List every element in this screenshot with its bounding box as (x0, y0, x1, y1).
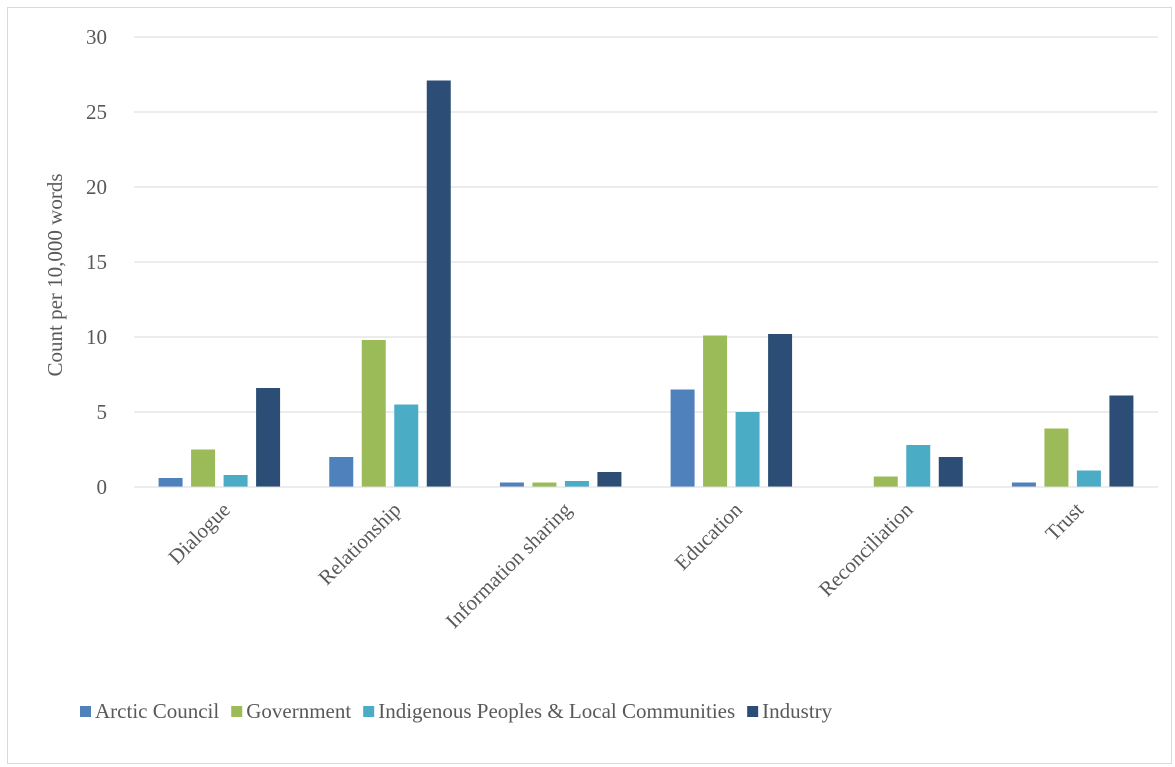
bar-1-1 (361, 340, 386, 487)
bar-5-0 (1011, 482, 1036, 487)
bar-0-3 (256, 388, 281, 487)
gridlines (134, 36, 1158, 413)
x-axis-categories: Dialogue Relationship Information sharing E… (163, 497, 1088, 633)
bar-5-1 (1044, 428, 1069, 487)
bar-3-1 (703, 335, 728, 487)
bars (158, 80, 1134, 487)
legend-swatch (363, 706, 375, 717)
y-tick-label: 0 (97, 475, 108, 499)
bar-3-3 (768, 334, 793, 487)
bar-4-1 (873, 476, 898, 487)
bar-3-2 (735, 412, 760, 487)
y-tick-label: 30 (86, 25, 107, 49)
legend-label: Indigenous Peoples & Local Communities (378, 699, 735, 723)
x-category-label: Trust (1040, 497, 1088, 545)
bar-4-2 (906, 445, 931, 487)
bar-1-3 (426, 80, 451, 487)
bar-1-0 (329, 457, 354, 487)
bar-4-3 (938, 457, 963, 487)
y-tick-label: 25 (86, 100, 107, 124)
bar-5-3 (1109, 395, 1134, 487)
y-tick-label: 5 (97, 400, 108, 424)
x-category-label: Relationship (313, 498, 405, 590)
bar-2-1 (532, 482, 557, 487)
legend-swatch (80, 706, 91, 717)
bar-3-0 (670, 389, 695, 487)
bar-2-2 (564, 481, 589, 487)
bar-0-0 (158, 478, 183, 487)
x-category-label: Reconciliation (814, 497, 918, 601)
y-tick-label: 20 (86, 175, 107, 199)
bar-2-0 (499, 482, 524, 487)
legend-swatch (747, 706, 759, 717)
chart-frame (7, 7, 1172, 764)
legend: Arctic Council Government Indigenous Peopl… (80, 699, 833, 723)
y-tick-label: 10 (86, 325, 107, 349)
bar-1-2 (394, 404, 419, 487)
y-axis-ticks: 0 5 10 15 20 25 30 (86, 25, 107, 499)
legend-label: Government (246, 699, 351, 723)
bar-5-2 (1076, 470, 1101, 487)
bar-0-2 (223, 475, 248, 487)
legend-label: Industry (762, 699, 832, 723)
x-category-label: Information sharing (441, 497, 577, 633)
legend-label: Arctic Council (95, 699, 219, 723)
x-category-label: Dialogue (163, 498, 234, 569)
bar-0-1 (191, 449, 216, 487)
y-axis-title: Count per 10,000 words (43, 174, 67, 377)
bar-2-3 (597, 472, 622, 487)
x-category-label: Education (670, 497, 748, 575)
legend-swatch (231, 706, 243, 717)
y-tick-label: 15 (86, 250, 107, 274)
